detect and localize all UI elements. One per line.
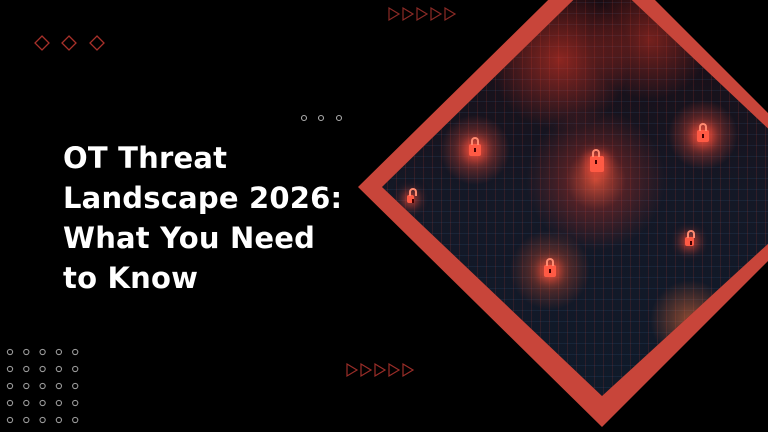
circle-icon bbox=[6, 416, 14, 424]
circle-icon bbox=[39, 382, 46, 390]
circle-icon bbox=[72, 399, 79, 407]
title-line: to Know bbox=[63, 261, 199, 295]
circle-icon bbox=[23, 416, 30, 424]
circle-icon bbox=[55, 399, 63, 407]
page-title: OT Threat Landscape 2026: What You Need … bbox=[63, 138, 342, 298]
circle-icon bbox=[23, 399, 30, 407]
circle-icon bbox=[55, 348, 63, 356]
circle-icon bbox=[6, 365, 14, 373]
circle-icon bbox=[55, 416, 63, 424]
lock-icon bbox=[544, 258, 556, 277]
lock-icon bbox=[590, 149, 604, 172]
circle-icon bbox=[23, 348, 30, 356]
circle-icon bbox=[39, 348, 46, 356]
circle-icon bbox=[55, 365, 63, 373]
circle-icon bbox=[55, 382, 63, 390]
circle-icon bbox=[39, 399, 46, 407]
circle-grid-icons bbox=[6, 348, 79, 424]
diamond-icons bbox=[34, 35, 105, 51]
circle-icon bbox=[39, 365, 46, 373]
triangle-icons-top bbox=[388, 6, 457, 22]
circle-icon bbox=[23, 365, 30, 373]
title-line: What You Need bbox=[63, 221, 316, 255]
title-line: Landscape 2026: bbox=[63, 181, 343, 215]
circle-icons-top bbox=[300, 114, 343, 122]
lock-icon bbox=[407, 188, 417, 203]
circle-icon bbox=[6, 348, 14, 356]
circle-icon bbox=[6, 399, 14, 407]
title-line: OT Threat bbox=[63, 141, 228, 175]
circle-icon bbox=[23, 382, 30, 390]
circle-icon bbox=[72, 348, 79, 356]
lock-icon bbox=[697, 123, 709, 142]
circle-icon bbox=[72, 416, 79, 424]
circle-icon bbox=[72, 382, 79, 390]
lock-icon bbox=[469, 137, 481, 156]
circle-icon bbox=[72, 365, 79, 373]
lock-icon bbox=[685, 230, 695, 246]
circle-icon bbox=[39, 416, 46, 424]
circle-icon bbox=[6, 382, 14, 390]
triangle-icons-bottom bbox=[346, 362, 415, 378]
